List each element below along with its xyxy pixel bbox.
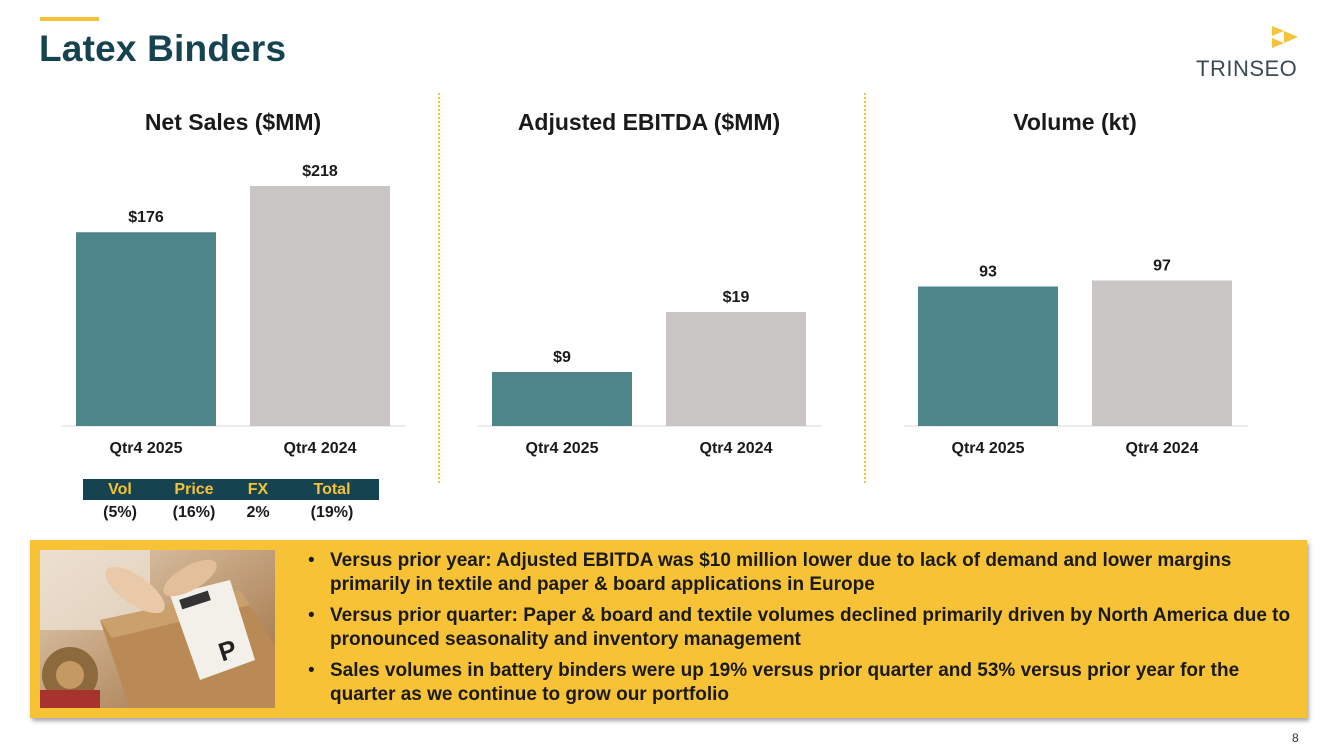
bar <box>918 286 1058 426</box>
bullet-item: Versus prior year: Adjusted EBITDA was $… <box>306 549 1296 597</box>
bridge-header-total: Total <box>313 480 351 498</box>
category-label: Qtr4 2024 <box>284 440 357 457</box>
category-label: Qtr4 2025 <box>952 440 1025 457</box>
bar <box>492 372 632 426</box>
category-label: Qtr4 2025 <box>110 440 183 457</box>
bar-value-label: $218 <box>302 163 338 180</box>
logo-text: TRINSEO <box>1196 56 1298 81</box>
adjusted-ebitda-chart: Adjusted EBITDA ($MM) $9 Qtr4 2025 $19 Qtr4 … <box>478 109 822 457</box>
bridge-header-fx: FX <box>247 480 269 498</box>
bar-value-label: $19 <box>723 289 750 306</box>
net-sales-chart: Net Sales ($MM) $176 Qtr4 2025 $218 Qtr4 202… <box>62 109 406 457</box>
chart-title: Net Sales ($MM) <box>145 109 321 135</box>
bridge-value-fx: 2% <box>246 504 270 521</box>
bar-value-label: 93 <box>979 264 997 281</box>
page-number: 8 <box>1292 731 1299 745</box>
bar-value-label: $9 <box>553 349 571 366</box>
bullet-item: Versus prior quarter: Paper & board and … <box>306 604 1296 652</box>
commentary-bullets: Versus prior year: Adjusted EBITDA was $… <box>306 549 1296 714</box>
chart-title: Adjusted EBITDA ($MM) <box>518 109 780 135</box>
bar-value-label: $176 <box>128 209 164 226</box>
page-title: Latex Binders <box>39 28 287 69</box>
bridge-value-vol: (5%) <box>103 504 137 521</box>
bridge-header-vol: Vol <box>108 480 132 498</box>
bridge-value-total: (19%) <box>310 504 354 521</box>
chart-divider <box>438 93 440 483</box>
shipping-package-photo: P <box>40 550 275 708</box>
net-sales-bridge-table: Vol Price FX Total (5%) (16%) 2% (19%) <box>83 479 379 526</box>
title-accent-line <box>40 17 99 21</box>
bar <box>250 186 390 426</box>
volume-chart: Volume (kt) 93 Qtr4 2025 97 Qtr4 2024 <box>904 109 1248 457</box>
bar <box>76 232 216 426</box>
chart-title: Volume (kt) <box>1013 109 1137 135</box>
bar <box>1092 280 1232 426</box>
category-label: Qtr4 2024 <box>1126 440 1199 457</box>
bar <box>666 312 806 426</box>
bridge-value-row: (5%) (16%) 2% (19%) <box>83 500 379 526</box>
category-label: Qtr4 2024 <box>700 440 773 457</box>
commentary-callout: P Versus prior year: Adjusted EBITDA was… <box>30 540 1307 718</box>
bridge-value-price: (16%) <box>172 504 216 521</box>
bullet-item: Sales volumes in battery binders were up… <box>306 659 1296 707</box>
bridge-header-price: Price <box>174 480 214 498</box>
company-logo: TRINSEO <box>1190 24 1302 81</box>
bar-value-label: 97 <box>1153 258 1171 275</box>
trinseo-arrow-logo-icon <box>1272 26 1298 48</box>
bridge-header-row: Vol Price FX Total <box>83 479 379 500</box>
chart-divider <box>864 93 866 483</box>
category-label: Qtr4 2025 <box>526 440 599 457</box>
